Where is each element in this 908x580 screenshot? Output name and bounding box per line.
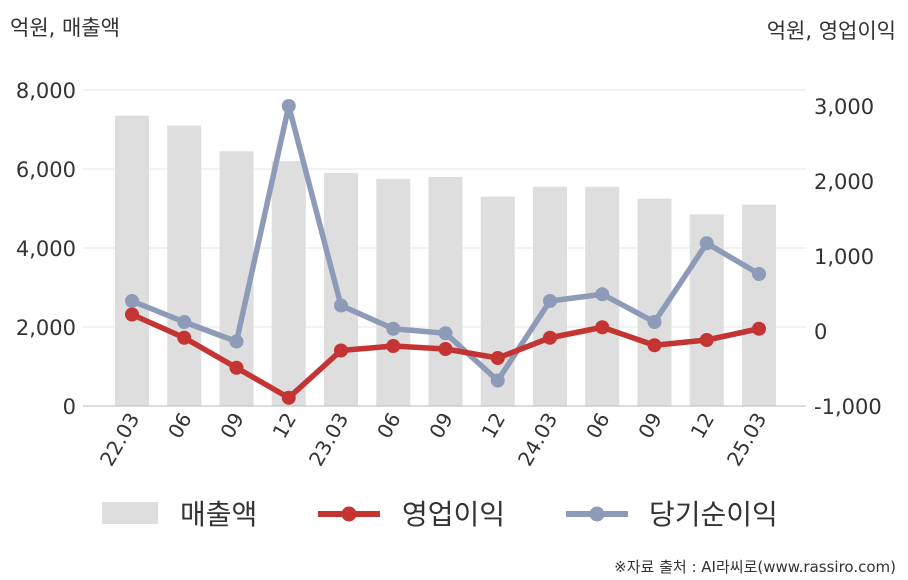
legend-swatch-sales	[102, 502, 158, 524]
operating-profit-point	[699, 333, 714, 347]
x-tick-label: 06	[372, 409, 406, 443]
sales-bar	[324, 172, 358, 406]
net-income-point	[752, 267, 766, 281]
operating-profit-point	[752, 321, 766, 336]
operating-profit-point	[490, 351, 505, 365]
x-tick-label: 12	[686, 409, 720, 443]
left-tick-label: 4,000	[16, 237, 76, 261]
operating-profit-point	[177, 330, 192, 345]
bar-series	[115, 115, 776, 407]
left-tick-label: 8,000	[16, 79, 76, 103]
net-income-point	[125, 294, 139, 308]
sales-bar	[115, 115, 149, 407]
legend-label-net-income: 당기순이익	[649, 498, 778, 531]
x-tick-label: 06	[581, 409, 615, 443]
net-income-point	[595, 287, 610, 302]
operating-profit-point	[438, 342, 453, 356]
x-tick-label: 09	[424, 409, 458, 443]
x-tick-label: 12	[268, 409, 302, 443]
right-tick-label: -1,000	[814, 395, 882, 419]
right-tick-label: 1,000	[814, 245, 874, 269]
right-axis-ticks: -1,000 0 1,000 2,000 3,000	[814, 95, 882, 419]
sales-bar	[428, 176, 463, 406]
net-income-point	[699, 236, 714, 251]
legend: 매출액 영업이익 당기순이익	[102, 498, 778, 531]
net-income-point	[490, 373, 505, 388]
right-tick-label: 2,000	[814, 170, 874, 194]
x-tick-label: 22.03	[95, 409, 144, 471]
legend-marker-net-income	[589, 506, 605, 522]
net-income-point	[386, 321, 401, 336]
net-income-point	[647, 315, 662, 329]
x-tick-label: 24.03	[513, 409, 562, 471]
net-income-point	[177, 315, 192, 329]
sales-bar	[376, 178, 411, 406]
left-tick-label: 2,000	[16, 316, 76, 340]
right-axis-unit: 억원, 영업이익	[767, 19, 896, 43]
x-tick-label: 06	[163, 409, 197, 443]
operating-profit-point	[386, 339, 401, 353]
operating-profit-point	[125, 307, 139, 322]
net-income-point	[281, 99, 296, 113]
right-tick-label: 3,000	[814, 95, 874, 119]
left-axis-ticks: 0 2,000 4,000 6,000 8,000	[16, 79, 76, 419]
net-income-point	[438, 326, 453, 341]
source-credit: ※자료 출처 : AI라씨로(www.rassiro.com)	[614, 558, 896, 576]
operating-profit-point	[229, 360, 244, 375]
operating-profit-point	[281, 390, 296, 405]
operating-profit-point	[334, 343, 348, 358]
x-tick-label: 09	[215, 409, 249, 443]
x-tick-label: 12	[477, 409, 511, 443]
x-tick-label: 25.03	[722, 409, 771, 471]
line-series	[125, 99, 766, 405]
x-tick-label: 23.03	[304, 409, 353, 471]
legend-marker-operating-profit	[341, 506, 357, 522]
left-axis-unit: 억원, 매출액	[10, 16, 120, 40]
sales-bar	[742, 204, 776, 406]
operating-profit-point	[543, 330, 557, 345]
legend-label-operating-profit: 영업이익	[402, 498, 505, 531]
operating-profit-point	[647, 338, 662, 353]
sales-bar	[271, 161, 306, 406]
operating-profit-point	[595, 320, 610, 335]
x-tick-label: 09	[633, 409, 667, 443]
right-tick-label: 0	[814, 320, 827, 344]
legend-label-sales: 매출액	[180, 498, 257, 531]
net-income-point	[229, 334, 244, 349]
net-income-point	[543, 294, 557, 308]
left-tick-label: 0	[63, 395, 76, 419]
sales-bar	[167, 125, 202, 407]
net-income-point	[334, 298, 348, 313]
left-tick-label: 6,000	[16, 158, 76, 182]
x-axis-ticks: 22.03 06 09 12 23.03 06 09 12 24.03 06 09 12 25.03	[95, 409, 771, 471]
